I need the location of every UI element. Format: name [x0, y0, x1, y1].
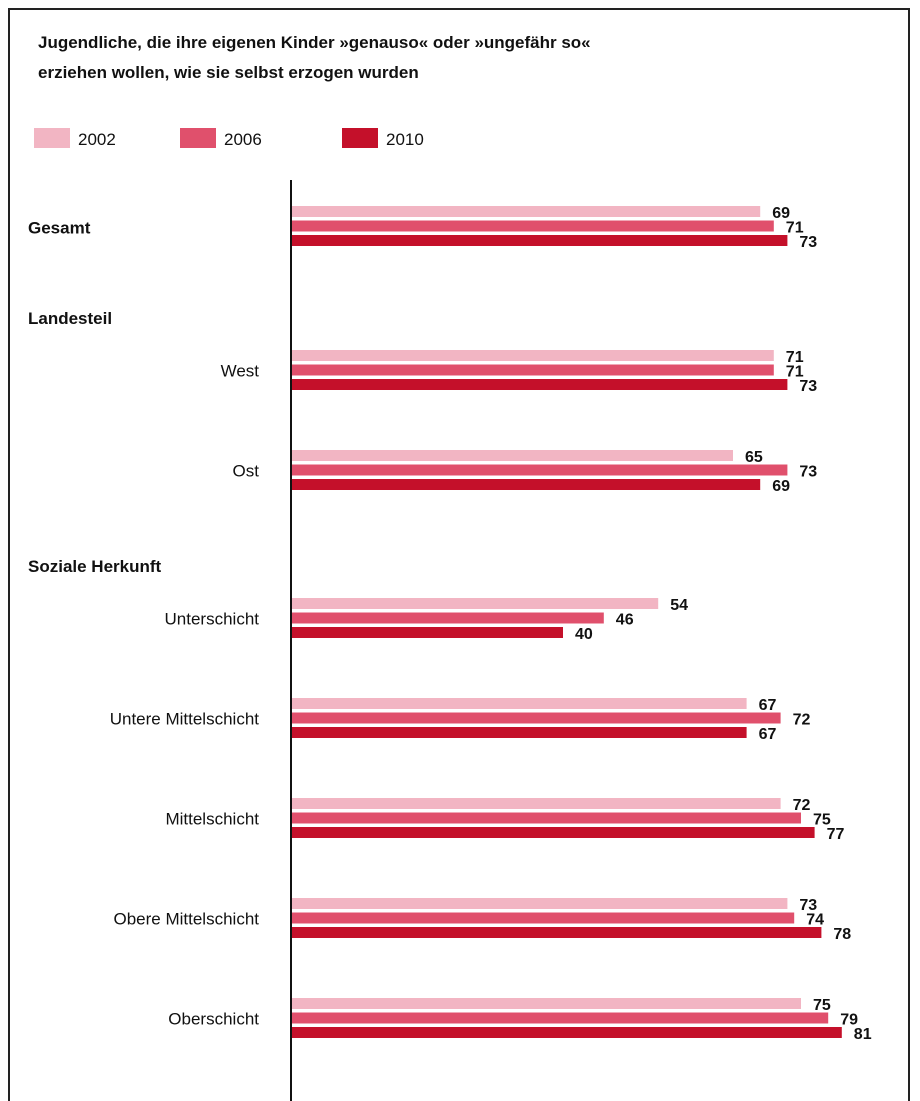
value-label-ost-2002: 65: [745, 449, 763, 466]
legend-label-2002: 2002: [78, 130, 116, 149]
legend-swatch-2006: [180, 128, 216, 148]
category-label-mittelschicht: Mittelschicht: [165, 810, 259, 829]
bar-gesamt-2002: [291, 206, 761, 217]
value-label-west-2010: 73: [799, 378, 817, 395]
group-label-soziale-herkunft: Soziale Herkunft: [28, 557, 162, 576]
value-label-oberschicht-2006: 79: [840, 1012, 858, 1029]
value-label-untere-mittelschicht-2010: 67: [759, 726, 777, 743]
category-label-oberschicht: Oberschicht: [168, 1010, 259, 1029]
bar-unterschicht-2006: [291, 612, 604, 624]
value-label-ost-2006: 73: [799, 464, 817, 481]
value-label-unterschicht-2006: 46: [616, 612, 634, 629]
category-label-untere-mittelschicht: Untere Mittelschicht: [110, 710, 260, 729]
value-label-gesamt-2010: 73: [799, 234, 817, 251]
bar-mittelschicht-2010: [291, 827, 815, 838]
bar-oberschicht-2002: [291, 998, 801, 1009]
bar-gesamt-2010: [291, 235, 788, 246]
category-label-obere-mittelschicht: Obere Mittelschicht: [114, 910, 260, 929]
bar-oberschicht-2010: [291, 1027, 842, 1038]
bar-obere-mittelschicht-2006: [291, 912, 795, 924]
value-label-obere-mittelschicht-2010: 78: [833, 926, 851, 943]
value-label-obere-mittelschicht-2002: 73: [799, 897, 817, 914]
bar-west-2006: [291, 364, 774, 376]
chart-frame: Jugendliche, die ihre eigenen Kinder »ge…: [8, 8, 910, 1101]
group-label-gesamt: Gesamt: [28, 219, 91, 238]
bar-unterschicht-2002: [291, 598, 659, 609]
value-label-unterschicht-2010: 40: [575, 626, 593, 643]
bar-oberschicht-2006: [291, 1012, 829, 1024]
legend-label-2006: 2006: [224, 130, 262, 149]
category-label-west: West: [221, 362, 260, 381]
bar-chart: 2002 2006 2010Gesamt697173LandesteilWest71…: [28, 128, 872, 1101]
value-label-mittelschicht-2002: 72: [793, 797, 811, 814]
legend-swatch-2010: [342, 128, 378, 148]
bar-ost-2006: [291, 464, 788, 476]
bar-untere-mittelschicht-2002: [291, 698, 747, 709]
bar-ost-2002: [291, 450, 733, 461]
value-label-mittelschicht-2010: 77: [827, 826, 845, 843]
value-label-west-2006: 71: [786, 364, 804, 381]
value-label-ost-2010: 69: [772, 478, 790, 495]
category-label-unterschicht: Unterschicht: [165, 610, 260, 629]
value-label-gesamt-2006: 71: [786, 220, 804, 237]
value-label-unterschicht-2002: 54: [670, 597, 688, 614]
bar-west-2010: [291, 379, 788, 390]
bar-obere-mittelschicht-2002: [291, 898, 788, 909]
value-label-untere-mittelschicht-2002: 67: [759, 697, 777, 714]
value-label-oberschicht-2010: 81: [854, 1026, 872, 1043]
value-label-west-2002: 71: [786, 349, 804, 366]
bar-mittelschicht-2002: [291, 798, 781, 809]
bar-mittelschicht-2006: [291, 812, 801, 824]
bar-untere-mittelschicht-2006: [291, 712, 781, 724]
legend-swatch-2002: [34, 128, 70, 148]
bar-unterschicht-2010: [291, 627, 563, 638]
group-label-landesteil: Landesteil: [28, 309, 112, 328]
bar-gesamt-2006: [291, 220, 774, 232]
bar-untere-mittelschicht-2010: [291, 727, 747, 738]
value-label-obere-mittelschicht-2006: 74: [806, 912, 824, 929]
bar-west-2002: [291, 350, 774, 361]
value-label-untere-mittelschicht-2006: 72: [793, 712, 811, 729]
bar-obere-mittelschicht-2010: [291, 927, 822, 938]
value-label-mittelschicht-2006: 75: [813, 812, 831, 829]
value-label-oberschicht-2002: 75: [813, 997, 831, 1014]
category-label-ost: Ost: [233, 462, 260, 481]
value-label-gesamt-2002: 69: [772, 205, 790, 222]
bar-ost-2010: [291, 479, 761, 490]
legend-label-2010: 2010: [386, 130, 424, 149]
chart-title: Jugendliche, die ihre eigenen Kinder »ge…: [38, 33, 591, 82]
